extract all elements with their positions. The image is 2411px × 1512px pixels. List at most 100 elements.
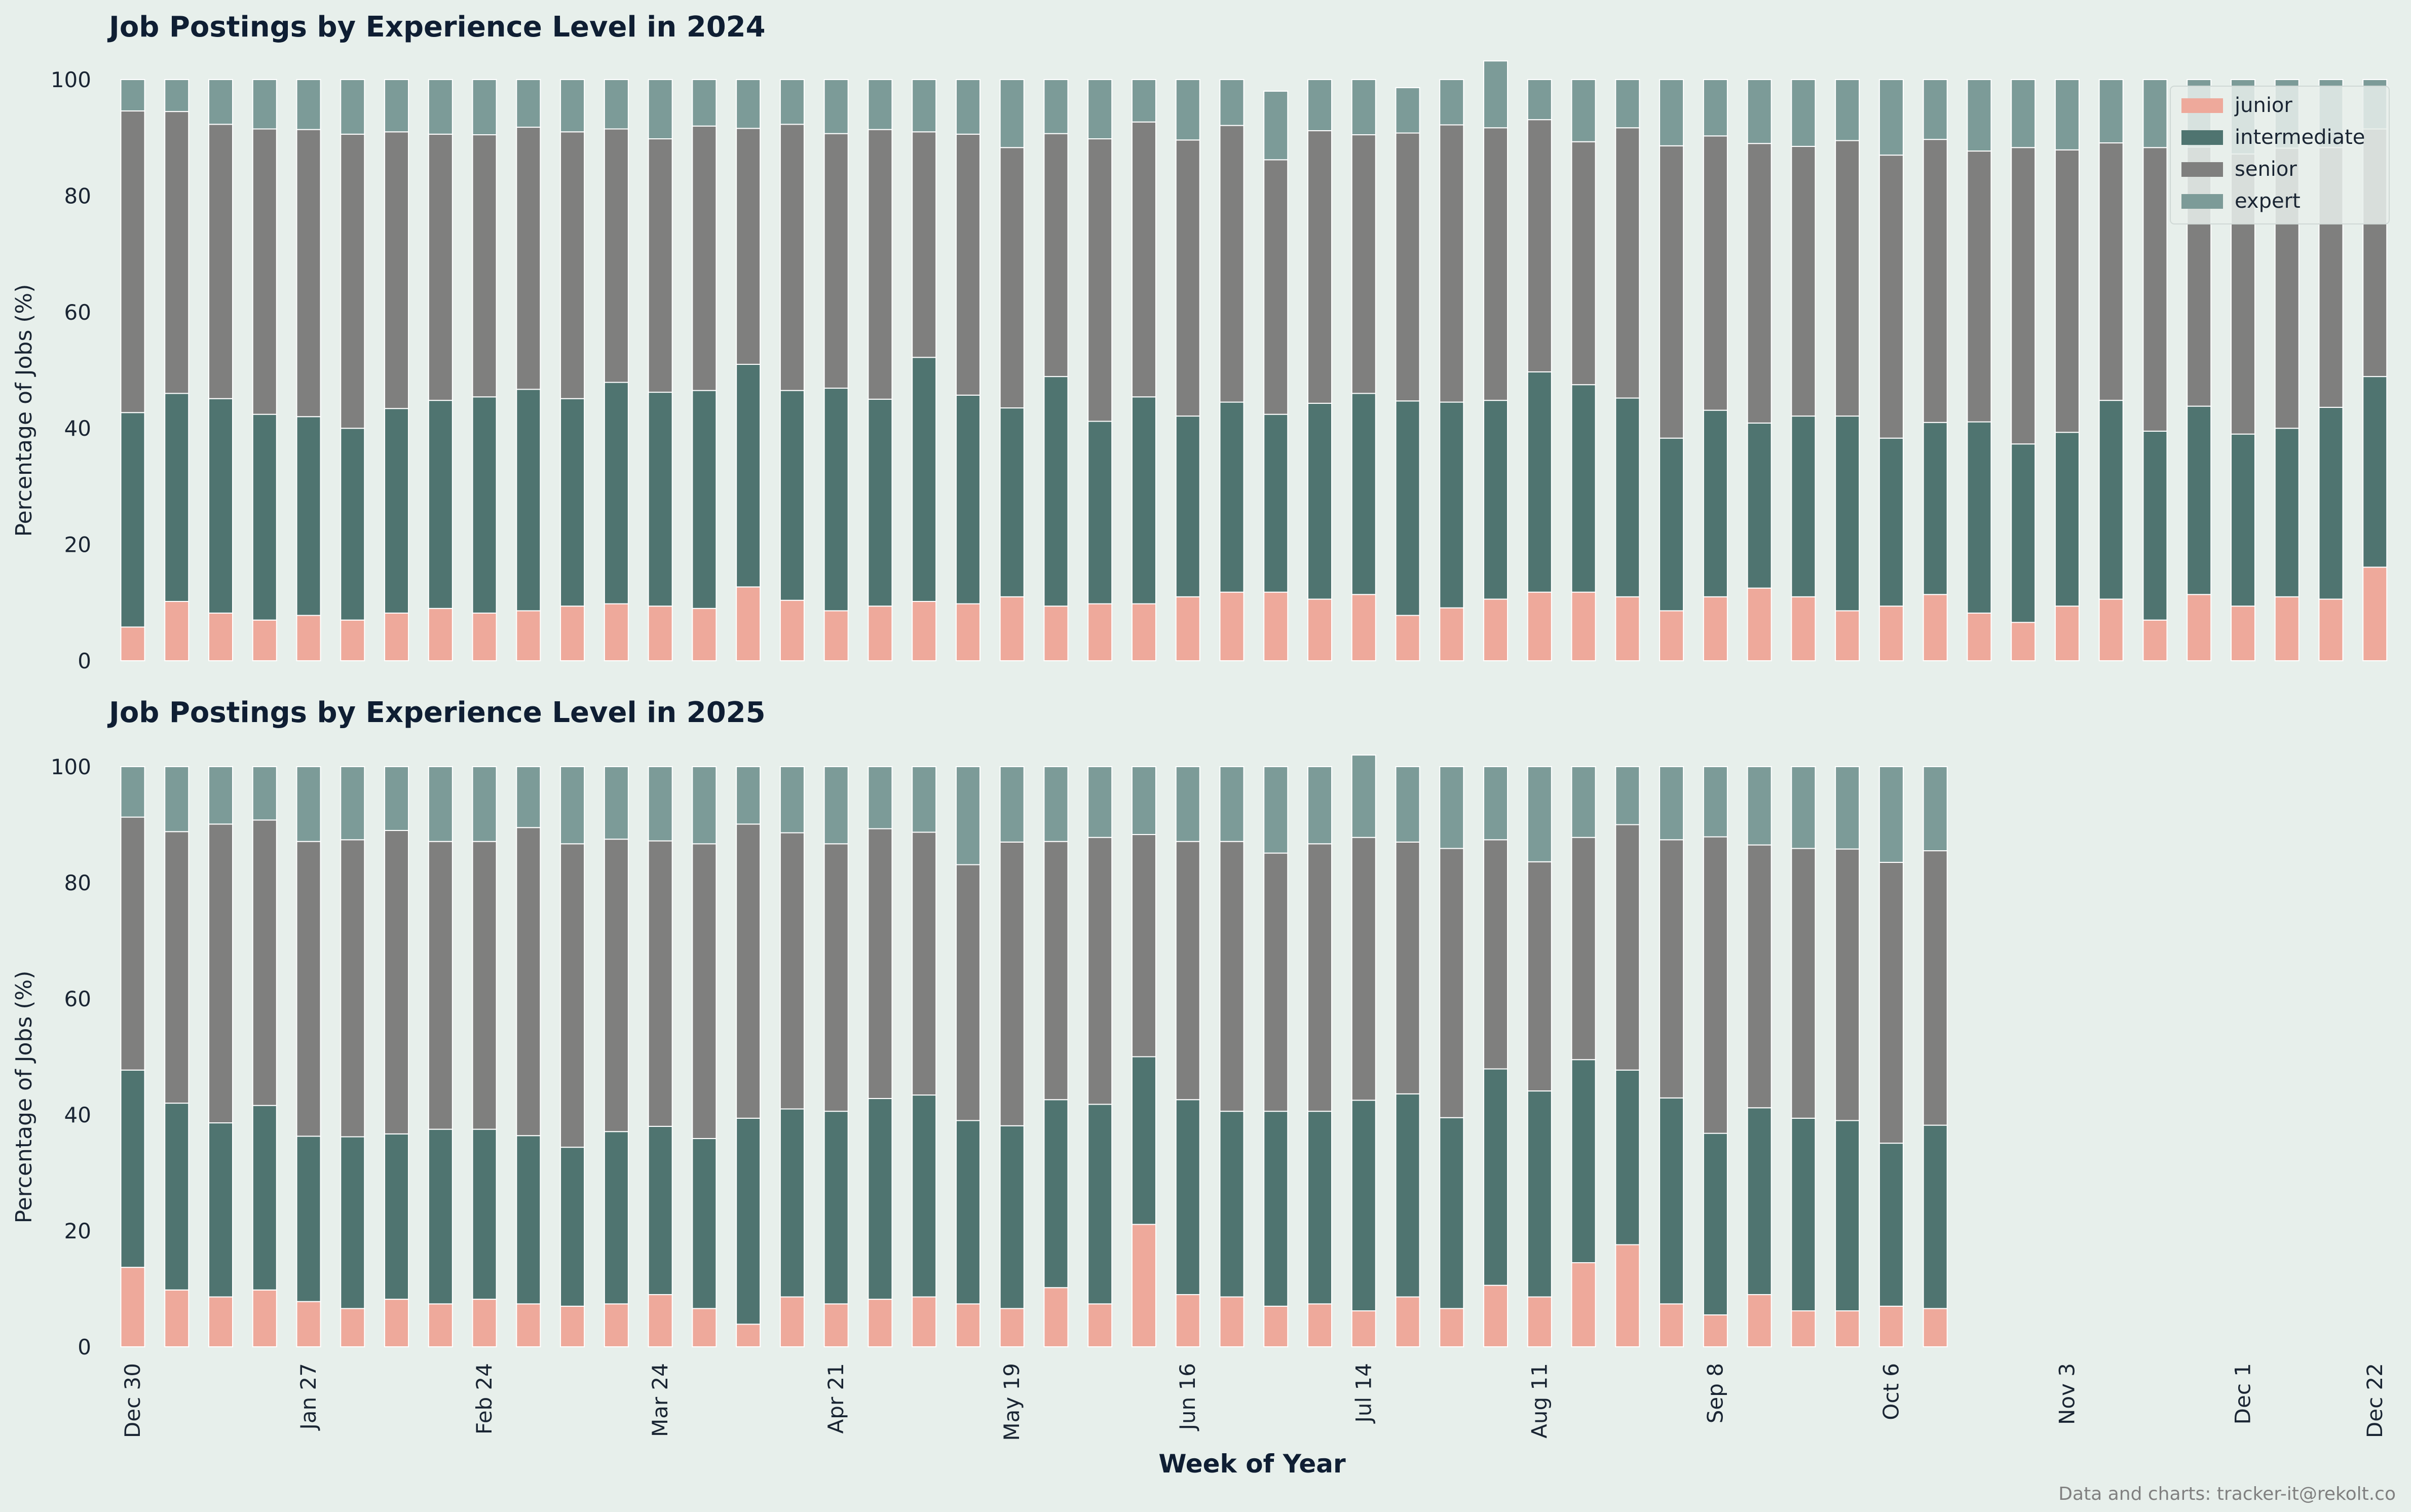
bar-senior [1043, 841, 1069, 1101]
bar-expert [2011, 79, 2036, 148]
bar-expert [1175, 766, 1200, 842]
bar-expert [120, 766, 145, 818]
bar-junior [1439, 1308, 1464, 1347]
bar-intermediate [1307, 402, 1333, 600]
bar-expert [1263, 90, 1289, 161]
bar-junior [428, 608, 453, 662]
bar-junior [999, 1308, 1025, 1347]
bar-expert [1527, 79, 1552, 121]
bar-senior [428, 133, 453, 401]
bar-intermediate [1131, 396, 1156, 604]
bar-senior [2011, 147, 2036, 445]
bar-intermediate [2318, 406, 2344, 600]
bar-junior [472, 1299, 497, 1348]
bar-expert [1571, 79, 1596, 142]
bar-junior [912, 601, 937, 661]
bar-junior [1615, 596, 1640, 661]
bar-junior [868, 1299, 893, 1348]
bar-intermediate [1263, 1111, 1289, 1307]
bar-senior [1087, 837, 1113, 1105]
chart-title-2025: Job Postings by Experience Level in 2025 [107, 696, 766, 729]
bar-expert [296, 79, 321, 130]
bar-senior [1967, 150, 1992, 423]
bar-expert [1703, 766, 1728, 838]
bar-senior [340, 133, 365, 429]
bar-expert [868, 766, 893, 829]
bar-junior [1835, 610, 1860, 662]
bar-senior [1878, 155, 1904, 439]
bar-intermediate [208, 398, 234, 614]
bar-expert [1307, 766, 1333, 845]
bar-senior [648, 138, 673, 393]
bar-intermediate [296, 416, 321, 616]
bar-intermediate [604, 382, 629, 604]
bar-senior [868, 129, 893, 400]
bar-expert [1747, 766, 1772, 846]
bar-junior [252, 1289, 277, 1348]
bar-junior [2098, 598, 2124, 661]
bar-senior [1878, 861, 1904, 1144]
bar-junior [648, 606, 673, 662]
bar-senior [472, 134, 497, 398]
bar-expert [1835, 766, 1860, 850]
bar-junior [120, 626, 145, 661]
bar-expert [340, 79, 365, 135]
bar-senior [1615, 824, 1640, 1071]
bar-junior [2230, 606, 2255, 662]
bar-intermediate [384, 408, 409, 614]
credit-text: Data and charts: tracker-it@rekolt.co [2058, 1484, 2396, 1504]
x-tick-label: Aug 11 [1527, 1363, 1552, 1439]
bar-intermediate [1747, 422, 1772, 589]
bar-junior [1923, 1308, 1948, 1347]
bar-junior [1219, 1296, 1245, 1348]
bar-senior [779, 124, 805, 391]
bar-expert [1439, 766, 1464, 849]
bar-junior [560, 1305, 585, 1348]
bar-senior [1703, 135, 1728, 411]
bar-junior [2318, 598, 2344, 661]
bar-senior [120, 816, 145, 1071]
bar-senior [1263, 159, 1289, 415]
bar-senior [1571, 837, 1596, 1061]
bar-junior [516, 610, 541, 662]
y-tick-label: 60 [64, 300, 91, 325]
bar-intermediate [1615, 1069, 1640, 1245]
bar-junior [1571, 1262, 1596, 1348]
bar-expert [1703, 79, 1728, 137]
bar-expert [648, 79, 673, 139]
bar-intermediate [999, 1125, 1025, 1309]
bar-junior [1483, 598, 1509, 661]
bar-expert [1878, 79, 1904, 156]
bar-intermediate [2098, 400, 2124, 600]
bar-expert [252, 766, 277, 821]
bar-senior [1483, 839, 1509, 1070]
bar-expert [1791, 79, 1816, 147]
bar-expert [1615, 766, 1640, 825]
bar-senior [1307, 130, 1333, 404]
bar-senior [2098, 142, 2124, 401]
bar-expert [1923, 79, 1948, 140]
bar-junior [560, 606, 585, 662]
bar-senior [604, 839, 629, 1132]
bar-expert [999, 79, 1025, 148]
bar-expert [999, 766, 1025, 843]
bar-senior [955, 133, 981, 396]
bar-intermediate [1878, 1143, 1904, 1307]
bar-expert [252, 79, 277, 130]
bar-expert [692, 79, 717, 127]
bar-junior [208, 1296, 234, 1348]
bar-expert [1175, 79, 1200, 141]
bar-junior [1747, 587, 1772, 661]
bar-intermediate [1087, 1104, 1113, 1305]
bar-junior [1131, 603, 1156, 661]
bar-junior [340, 1308, 365, 1347]
y-tick-label: 20 [64, 1219, 91, 1243]
bar-expert [1923, 766, 1948, 852]
bar-senior [1527, 119, 1552, 372]
bar-junior [2142, 619, 2168, 661]
bar-junior [1087, 1303, 1113, 1348]
bar-intermediate [560, 398, 585, 607]
bar-senior [1043, 133, 1069, 377]
bar-junior [120, 1267, 145, 1348]
bar-junior [692, 1308, 717, 1347]
